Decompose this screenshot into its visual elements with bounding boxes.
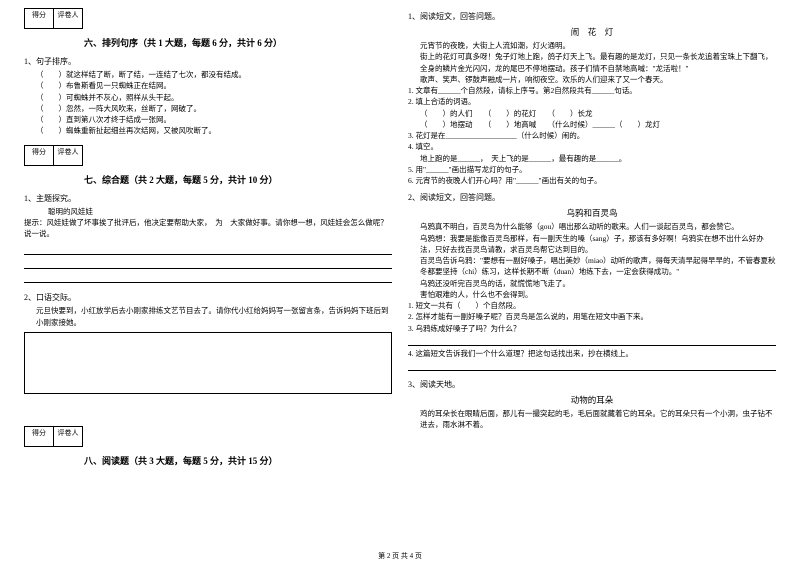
reviewer-label: 评卷人 — [54, 426, 83, 447]
r1-sub2: 2. 填上合适的词语。 — [408, 96, 776, 107]
r2-p5: 害怕艰难的人，什么也不会得到。 — [420, 289, 776, 300]
q7-1-subtitle: 聪明的风娃娃 — [48, 206, 392, 217]
answer-line[interactable] — [408, 359, 776, 371]
r2-sub1: 1. 短文一共有（ ）个自然段。 — [408, 300, 776, 311]
score-label: 得分 — [24, 8, 54, 29]
q6-1-item: （ ）蜘蛛重新扯起细丝再次结网，又被风吹断了。 — [36, 125, 392, 136]
q6-1-item: （ ）就这样结了断，断了结，一连结了七次，都没有结成。 — [36, 69, 392, 80]
r3-title: 动物的耳朵 — [408, 394, 776, 406]
answer-line[interactable] — [24, 271, 392, 283]
r2-title: 乌鸦和百灵鸟 — [408, 207, 776, 219]
r3-q: 3、阅读天地。 — [408, 379, 776, 390]
r1-sub6: 6. 元宵节的夜晚人们开心吗？用"______"画出有关的句子。 — [408, 175, 776, 186]
q7-2-text: 元旦快要到，小红放学后去小刚家排练文艺节目去了。请你代小红给妈妈写一张留言条，告… — [36, 305, 392, 328]
r1-blanks1: （ ）的人们 （ ）的花灯 （ ）长龙 — [420, 108, 776, 119]
section-6-title: 六、排列句序（共 1 大题，每题 6 分，共计 6 分） — [84, 36, 392, 49]
r1-q: 1、阅读短文，回答问题。 — [408, 11, 776, 22]
q6-1-item: （ ）可蜘蛛并不灰心，照样从头干起。 — [36, 92, 392, 103]
q6-1-item: （ ）布鲁斯看见一只蜘蛛正在结网。 — [36, 80, 392, 91]
reviewer-label: 评卷人 — [54, 8, 83, 29]
q7-1-text: 提示：风娃娃做了坏事挨了批评后，他决定要帮助大家， 为 大家做好事。请你想一想，… — [24, 217, 392, 240]
r1-title: 闹 花 灯 — [408, 26, 776, 38]
q7-1-title: 1、主题探究。 — [24, 193, 392, 204]
answer-line[interactable] — [24, 243, 392, 255]
r1-p1: 元宵节的夜晚，大街上人流如潮，灯火通明。 — [420, 40, 776, 51]
r1-sub5: 5. 用"______"画出描写龙灯的句子。 — [408, 164, 776, 175]
q6-1-title: 1、句子排序。 — [24, 56, 392, 67]
r1-p2: 街上的花灯可真多呀！兔子灯地上跑，鸽子灯天上飞。最有趣的是龙灯，只见一条长龙追着… — [420, 51, 776, 74]
q6-1-item: （ ）直到第八次才终于结成一张网。 — [36, 114, 392, 125]
page-footer: 第 2 页 共 4 页 — [0, 551, 800, 561]
answer-line[interactable] — [24, 257, 392, 269]
section-7-title: 七、综合题（共 2 大题，每题 5 分，共计 10 分） — [84, 173, 392, 186]
r1-fill: 地上跑的是______， 天上飞的是______，最有趣的是______。 — [420, 153, 776, 164]
r2-sub3: 3. 乌鸦练成好嗓子了吗？为什么？ — [408, 323, 776, 334]
r1-sub3: 3. 花灯是在___________________（什么时候）闹的。 — [408, 130, 776, 141]
r2-p1: 乌鸦真不明白，百灵鸟为什么能够（gou）唱出那么动听的歌来。人们一谈起百灵鸟，都… — [420, 221, 776, 232]
r2-sub4: 4. 这篇短文告诉我们一个什么道理？把这句话找出来，抄在横线上。 — [408, 348, 776, 359]
reviewer-label: 评卷人 — [54, 145, 83, 166]
score-label: 得分 — [24, 426, 54, 447]
score-label: 得分 — [24, 145, 54, 166]
r2-p3: 百灵鸟告诉乌鸦："要想有一副好嗓子，唱出美妙（miao）动听的歌声，得每天清早起… — [420, 255, 776, 278]
r1-p3: 歌声、笑声、锣鼓声融成一片，响彻夜空。欢乐的人们迎来了又一个春天。 — [420, 74, 776, 85]
r2-p4: 乌鸦还没听完百灵鸟的话，就慌慌地飞走了。 — [420, 278, 776, 289]
r1-blanks2: （ ）地摆动 （ ）地高喊 （什么时候）______（ ）龙灯 — [420, 119, 776, 130]
r3-p1: 鸡的耳朵长在眼睛后面，那儿有一撮突起的毛，毛后面就藏着它的耳朵。它的耳朵只有一个… — [420, 408, 776, 431]
answer-box[interactable] — [24, 332, 392, 394]
section-8-title: 八、阅读题（共 3 大题，每题 5 分，共计 15 分） — [84, 454, 392, 467]
r2-q: 2、阅读短文，回答问题。 — [408, 192, 776, 203]
r2-sub2: 2. 怎样才能有一副好嗓子呢？百灵鸟是怎么说的，用笔在短文中画下来。 — [408, 311, 776, 322]
r1-sub1: 1. 文章有______个自然段，请标上序号。第2自然段共有______句话。 — [408, 85, 776, 96]
r1-sub4: 4. 填空。 — [408, 141, 776, 152]
r2-p2: 乌鸦想：我要是能像百灵鸟那样，有一副天生的嗓（sang）子，那该有多好啊！乌鸦实… — [420, 233, 776, 256]
q7-2-title: 2、口语交际。 — [24, 292, 392, 303]
q6-1-item: （ ）忽然，一阵大风吹来，丝断了，网破了。 — [36, 103, 392, 114]
answer-line[interactable] — [408, 334, 776, 346]
